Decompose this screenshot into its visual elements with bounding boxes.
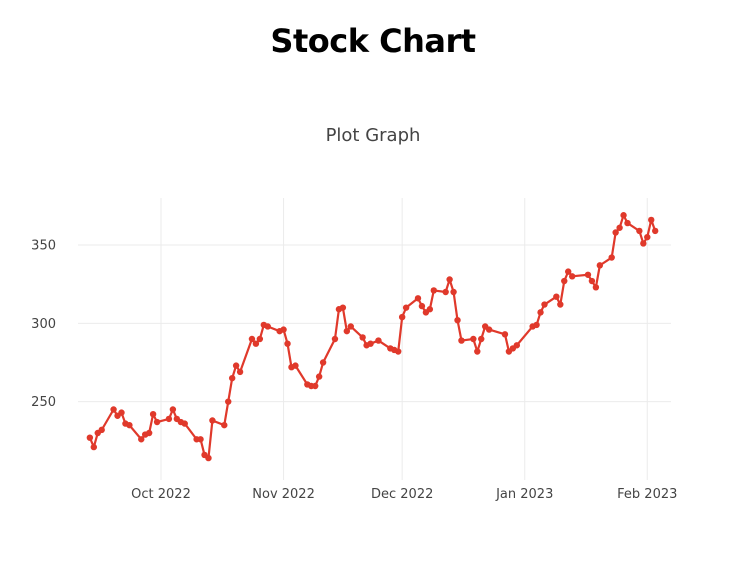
data-point[interactable]	[616, 224, 623, 231]
y-tick-label: 250	[31, 395, 56, 410]
data-point[interactable]	[138, 436, 145, 443]
data-point[interactable]	[331, 335, 339, 343]
chart-title: Plot Graph	[325, 125, 421, 146]
data-point[interactable]	[553, 293, 560, 300]
data-point[interactable]	[209, 417, 216, 424]
data-point[interactable]	[225, 398, 232, 405]
data-points	[86, 212, 659, 462]
data-point[interactable]	[110, 406, 117, 413]
data-point[interactable]	[248, 335, 256, 343]
data-point[interactable]	[118, 409, 125, 416]
data-point[interactable]	[398, 313, 406, 321]
data-point[interactable]	[221, 421, 228, 429]
y-tick-label: 300	[31, 317, 56, 332]
data-point[interactable]	[470, 335, 477, 343]
data-point[interactable]	[450, 288, 457, 296]
data-point[interactable]	[596, 262, 604, 269]
data-point[interactable]	[458, 337, 465, 344]
data-point[interactable]	[284, 340, 291, 347]
data-point[interactable]	[588, 277, 596, 285]
data-point[interactable]	[205, 454, 212, 462]
data-point[interactable]	[608, 254, 615, 261]
data-point[interactable]	[319, 359, 327, 366]
data-point[interactable]	[620, 212, 627, 219]
data-point[interactable]	[651, 227, 659, 235]
data-point[interactable]	[442, 288, 449, 296]
line-chart: 250 300 350 Oct 2022 Nov 2022 Dec 2022 Jan 20…	[31, 198, 677, 502]
x-tick-label: Dec 2022	[371, 487, 433, 502]
data-point[interactable]	[426, 306, 434, 313]
data-point[interactable]	[252, 340, 260, 347]
data-point[interactable]	[584, 271, 592, 278]
data-point[interactable]	[537, 309, 544, 316]
data-point[interactable]	[640, 240, 647, 247]
data-point[interactable]	[418, 302, 426, 310]
data-point[interactable]	[347, 323, 354, 330]
data-point[interactable]	[402, 304, 410, 311]
data-point[interactable]	[292, 362, 299, 369]
data-point[interactable]	[86, 434, 94, 441]
data-point[interactable]	[648, 216, 655, 224]
data-point[interactable]	[478, 335, 485, 343]
data-point[interactable]	[501, 331, 509, 338]
data-point[interactable]	[533, 321, 540, 329]
data-point[interactable]	[430, 287, 437, 294]
data-point[interactable]	[395, 348, 402, 355]
gridlines	[78, 198, 671, 480]
data-point[interactable]	[541, 301, 548, 308]
data-point[interactable]	[636, 227, 643, 235]
series-line	[88, 214, 657, 460]
data-point[interactable]	[474, 348, 481, 355]
data-point[interactable]	[624, 219, 631, 227]
data-point[interactable]	[149, 411, 157, 418]
data-point[interactable]	[375, 337, 382, 344]
y-axis: 250 300 350	[31, 239, 56, 411]
data-point[interactable]	[454, 317, 461, 324]
data-point[interactable]	[312, 382, 319, 390]
x-tick-label: Nov 2022	[252, 487, 315, 502]
data-point[interactable]	[90, 443, 98, 451]
data-point[interactable]	[236, 368, 244, 376]
data-point[interactable]	[359, 334, 366, 341]
data-point[interactable]	[315, 373, 323, 380]
data-point[interactable]	[565, 268, 572, 275]
data-point[interactable]	[485, 326, 493, 333]
page-title: Stock Chart	[270, 22, 476, 60]
x-tick-label: Feb 2023	[617, 487, 677, 502]
data-point[interactable]	[98, 426, 105, 434]
data-point[interactable]	[256, 335, 264, 343]
data-point[interactable]	[561, 277, 568, 285]
data-point[interactable]	[165, 415, 173, 423]
data-point[interactable]	[169, 406, 177, 413]
data-point[interactable]	[557, 301, 564, 308]
data-point[interactable]	[232, 362, 240, 369]
data-point[interactable]	[145, 429, 153, 437]
data-point[interactable]	[414, 295, 422, 302]
x-tick-label: Oct 2022	[131, 487, 191, 502]
data-point[interactable]	[513, 342, 521, 349]
data-point[interactable]	[228, 374, 236, 382]
x-axis: Oct 2022 Nov 2022 Dec 2022 Jan 2023 Feb 2023	[131, 487, 677, 502]
data-point[interactable]	[343, 327, 351, 335]
data-point[interactable]	[446, 276, 453, 283]
data-point[interactable]	[644, 233, 651, 241]
data-point[interactable]	[592, 284, 600, 291]
data-point[interactable]	[339, 304, 347, 311]
x-tick-label: Jan 2023	[495, 487, 553, 502]
data-point[interactable]	[280, 326, 287, 333]
data-point[interactable]	[612, 229, 619, 236]
data-point[interactable]	[153, 418, 161, 426]
data-point[interactable]	[367, 340, 374, 347]
data-point[interactable]	[568, 273, 576, 280]
y-tick-label: 350	[31, 239, 56, 254]
data-point[interactable]	[197, 436, 204, 443]
data-point[interactable]	[181, 420, 188, 427]
data-point[interactable]	[264, 323, 271, 330]
data-point[interactable]	[126, 421, 133, 429]
